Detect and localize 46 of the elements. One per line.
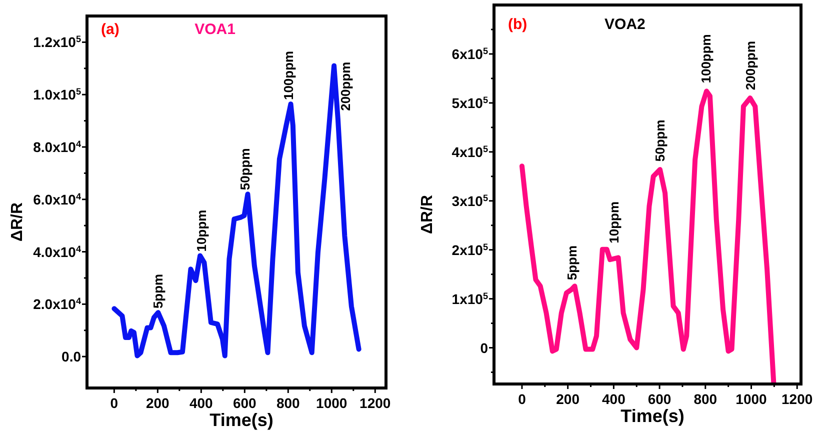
x-tick-label: 1200 xyxy=(782,391,813,407)
annotation: 50ppm xyxy=(652,120,668,162)
x-axis-title: Time(s) xyxy=(210,410,274,430)
y-axis-title: ΔR/R xyxy=(9,202,26,242)
x-tick-label: 400 xyxy=(602,391,626,407)
annotation: 100ppm xyxy=(281,50,296,100)
annotation: 10ppm xyxy=(194,210,210,252)
x-tick-label: 800 xyxy=(694,391,718,407)
y-tick-label: 2x10$^{5}$ xyxy=(452,242,488,258)
y-tick-label: 5x10$^{5}$ xyxy=(452,94,488,111)
y-tick-label: 6x10$^{5}$ xyxy=(452,46,488,62)
chart-title: VOA1 xyxy=(194,21,236,38)
y-tick-label: 6.0x10$^{4}$ xyxy=(33,191,82,208)
y-tick-label: 1.2x10$^{5}$ xyxy=(33,34,81,50)
x-tick-label: 600 xyxy=(232,395,257,411)
x-tick-label: 0 xyxy=(518,391,526,407)
annotation: 10ppm xyxy=(606,201,622,244)
y-tick-label: 8.0x10$^{4}$ xyxy=(33,138,82,155)
y-tick-label: 2.0x10$^{4}$ xyxy=(33,296,82,312)
y-tick-label: 1.0x10$^{5}$ xyxy=(33,86,81,103)
y-tick-label: 0.0 xyxy=(62,348,82,365)
x-tick-label: 1200 xyxy=(360,395,391,411)
annotation: 5ppm xyxy=(564,245,580,280)
y-axis-title: ΔR/R xyxy=(419,194,436,234)
text: VOA2 xyxy=(604,16,646,33)
x-tick-label: 200 xyxy=(556,391,580,407)
x-tick-label: 1000 xyxy=(316,395,348,411)
y-tick-label: 4.0x10$^{4}$ xyxy=(33,244,82,260)
annotation: 50ppm xyxy=(238,148,253,190)
annotation: 200ppm xyxy=(743,40,758,90)
x-axis-title: Time(s) xyxy=(620,406,684,426)
x-tick-label: 600 xyxy=(648,391,672,407)
annotation: 200ppm xyxy=(338,62,354,111)
x-tick-label: 800 xyxy=(276,395,300,411)
annotation: 100ppm xyxy=(698,34,714,84)
y-tick-label: 0 xyxy=(480,340,488,356)
annotation: (a) xyxy=(101,21,120,38)
y-tick-label: 4x10$^{5}$ xyxy=(452,144,488,160)
y-tick-label: 1x10$^{5}$ xyxy=(452,290,488,307)
annotation: (b) xyxy=(508,16,528,33)
x-tick-label: 400 xyxy=(189,395,214,411)
x-tick-label: 1000 xyxy=(736,391,768,407)
x-tick-label: 200 xyxy=(146,395,170,411)
annotation: 5ppm xyxy=(150,274,166,309)
x-tick-label: 0 xyxy=(110,395,118,411)
y-tick-label: 3x10$^{5}$ xyxy=(452,192,488,209)
